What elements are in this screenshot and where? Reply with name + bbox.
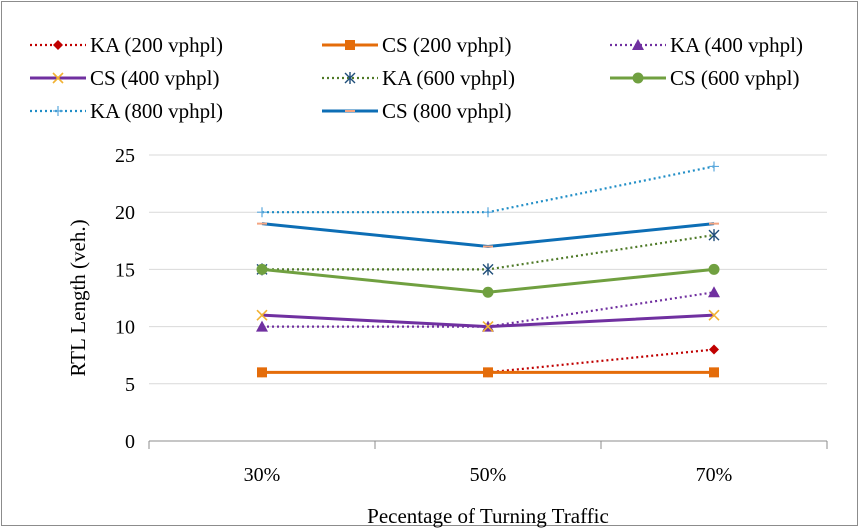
legend-item: CS (200 vphpl)	[322, 33, 512, 57]
data-point	[708, 309, 720, 321]
legend-marker	[53, 40, 63, 50]
legend-item: CS (600 vphpl)	[610, 66, 800, 90]
legend-label: KA (600 vphpl)	[382, 66, 515, 90]
x-tick-label: 70%	[696, 464, 733, 486]
data-point	[482, 286, 494, 298]
legend-item: CS (400 vphpl)	[30, 66, 220, 90]
legend-item: KA (800 vphpl)	[30, 99, 223, 123]
legend-label: KA (400 vphpl)	[670, 33, 803, 57]
legend-item: CS (800 vphpl)	[322, 99, 512, 123]
data-point	[483, 367, 493, 378]
legend-label: CS (200 vphpl)	[382, 33, 512, 57]
legend: KA (200 vphpl) CS (200 vphpl) KA (400 vphp…	[30, 33, 803, 123]
x-axis-title: Pecentage of Turning Traffic	[367, 504, 609, 528]
y-tick-label: 25	[115, 145, 135, 167]
y-tick-label: 0	[125, 431, 135, 453]
x-tick-label: 30%	[244, 464, 281, 486]
legend-item: KA (600 vphpl)	[322, 66, 515, 90]
data-point	[257, 207, 267, 218]
data-point	[708, 229, 720, 242]
series-7	[257, 161, 719, 218]
series-4	[256, 309, 720, 333]
series-2	[257, 367, 719, 378]
data-point	[709, 161, 719, 172]
legend-item: KA (400 vphpl)	[610, 33, 803, 57]
data-point	[257, 367, 267, 378]
y-tick-label: 15	[115, 259, 135, 281]
data-point	[709, 367, 719, 378]
data-point	[256, 263, 268, 275]
data-point	[256, 320, 268, 332]
legend-label: CS (600 vphpl)	[670, 66, 800, 90]
legend-item: KA (200 vphpl)	[30, 33, 223, 57]
data-point	[709, 344, 719, 355]
legend-label: KA (800 vphpl)	[90, 99, 223, 123]
series-layer	[256, 161, 720, 378]
series-line	[262, 165, 715, 214]
axes: 0 5 10 15 20 25 30% 50% 70%	[115, 145, 828, 486]
legend-marker	[344, 72, 356, 84]
y-tick-label: 20	[115, 202, 135, 224]
data-point	[708, 263, 720, 275]
legend-label: CS (800 vphpl)	[382, 99, 512, 123]
data-point	[482, 321, 494, 333]
legend-marker	[345, 40, 355, 50]
data-point	[482, 263, 494, 276]
x-tick-label: 50%	[470, 464, 507, 486]
data-point	[256, 309, 268, 321]
series-6	[256, 263, 720, 298]
legend-marker	[52, 72, 64, 84]
legend-label: KA (200 vphpl)	[90, 33, 223, 57]
y-tick-label: 5	[125, 374, 135, 396]
legend-marker	[632, 39, 644, 50]
legend-marker	[632, 72, 644, 84]
data-point	[483, 207, 493, 218]
y-axis-title: RTL Length (veh.)	[66, 219, 90, 376]
legend-marker	[53, 106, 63, 116]
series-5	[256, 229, 720, 276]
data-point	[708, 286, 720, 298]
series-line	[261, 222, 715, 249]
legend-label: CS (400 vphpl)	[90, 66, 220, 90]
y-tick-label: 10	[115, 317, 135, 339]
series-8	[257, 222, 719, 249]
